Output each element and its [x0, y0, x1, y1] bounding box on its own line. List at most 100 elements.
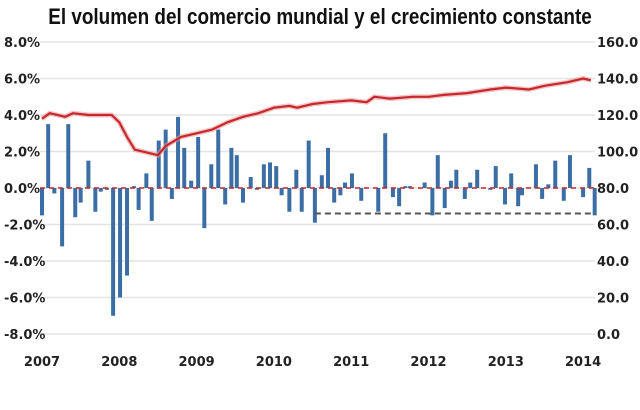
x-tick-label: 2007: [24, 355, 60, 370]
bar: [279, 188, 284, 196]
x-tick-label: 2008: [101, 355, 137, 370]
bar: [587, 167, 592, 188]
bar: [520, 188, 525, 196]
chart-title: El volumen del comercio mundial y el cre…: [48, 4, 592, 29]
x-tick-label: 2014: [565, 355, 601, 370]
bar: [422, 182, 427, 188]
bar: [149, 188, 154, 221]
bar: [182, 147, 187, 188]
bar: [546, 184, 551, 188]
x-tick-label: 2011: [333, 355, 369, 370]
bar: [196, 136, 201, 188]
bar: [144, 173, 149, 188]
bar: [326, 147, 331, 188]
bar: [430, 188, 435, 216]
bar: [52, 188, 57, 194]
bar: [540, 188, 545, 199]
bar: [454, 169, 459, 188]
bar: [131, 186, 136, 188]
bar: [306, 140, 311, 188]
bar: [46, 124, 51, 188]
bar: [118, 188, 123, 298]
left-tick-label: -2.0%: [4, 219, 45, 234]
bar: [332, 188, 337, 203]
x-tick-label: 2013: [488, 355, 524, 370]
right-tick-label: 160.0: [597, 36, 638, 51]
left-tick-label: 2.0%: [4, 146, 40, 161]
bar: [397, 188, 402, 207]
bar: [493, 166, 498, 188]
bar: [319, 175, 324, 188]
bar: [78, 188, 83, 203]
bar: [462, 188, 467, 199]
bar: [125, 188, 130, 276]
bar: [294, 169, 299, 188]
bar: [93, 188, 98, 212]
bar: [390, 188, 395, 198]
bar: [156, 140, 161, 188]
right-tick-label: 120.0: [597, 109, 638, 124]
bar: [261, 164, 266, 188]
bar: [448, 180, 453, 188]
bar: [516, 188, 521, 207]
bar: [581, 188, 586, 198]
bar: [66, 124, 71, 188]
bar: [343, 182, 348, 188]
bar: [111, 188, 116, 316]
bar: [383, 133, 388, 188]
bar: [98, 188, 103, 192]
left-tick-label: 8.0%: [4, 36, 40, 51]
bar: [376, 188, 381, 212]
bar: [287, 188, 292, 212]
bar: [509, 173, 514, 188]
bar: [229, 147, 234, 188]
bar: [553, 160, 558, 188]
right-tick-label: 140.0: [597, 73, 638, 88]
bar: [136, 188, 141, 210]
bar: [248, 177, 253, 188]
bar: [234, 155, 239, 188]
bar: [359, 188, 364, 201]
bar: [163, 129, 168, 188]
bar: [503, 188, 508, 205]
x-tick-label: 2009: [179, 355, 215, 370]
bar: [216, 129, 221, 188]
right-tick-label: 60.0: [597, 219, 629, 234]
bar: [274, 166, 279, 188]
left-tick-label: 6.0%: [4, 73, 40, 88]
bar: [312, 188, 317, 223]
right-tick-label: 20.0: [597, 292, 629, 307]
trade-index-line: [41, 77, 592, 157]
bar: [189, 180, 194, 188]
bar: [240, 188, 245, 203]
bar: [488, 188, 493, 190]
left-tick-label: -6.0%: [4, 292, 45, 307]
bar: [60, 188, 65, 247]
left-tick-label: 4.0%: [4, 109, 40, 124]
x-tick-label: 2010: [256, 355, 292, 370]
right-tick-label: 100.0: [597, 146, 638, 161]
bar: [561, 188, 566, 201]
bar: [40, 188, 44, 216]
bar: [442, 188, 447, 209]
bar: [475, 169, 480, 188]
bar: [104, 188, 109, 190]
bar: [202, 188, 207, 229]
bar: [268, 162, 273, 188]
bar: [169, 188, 174, 199]
right-tick-label: 0.0: [597, 328, 620, 343]
bar: [86, 160, 91, 188]
bar: [299, 188, 304, 212]
x-tick-label: 2012: [410, 355, 446, 370]
right-tick-label: 80.0: [597, 182, 629, 197]
bar: [435, 155, 440, 188]
bar: [254, 188, 259, 190]
bar: [468, 182, 473, 188]
left-tick-label: -4.0%: [4, 255, 45, 270]
bar: [223, 188, 228, 205]
trade-index-line-glow: [40, 75, 592, 158]
right-tick-label: 40.0: [597, 255, 629, 270]
bar: [407, 186, 412, 188]
bar: [209, 164, 214, 188]
